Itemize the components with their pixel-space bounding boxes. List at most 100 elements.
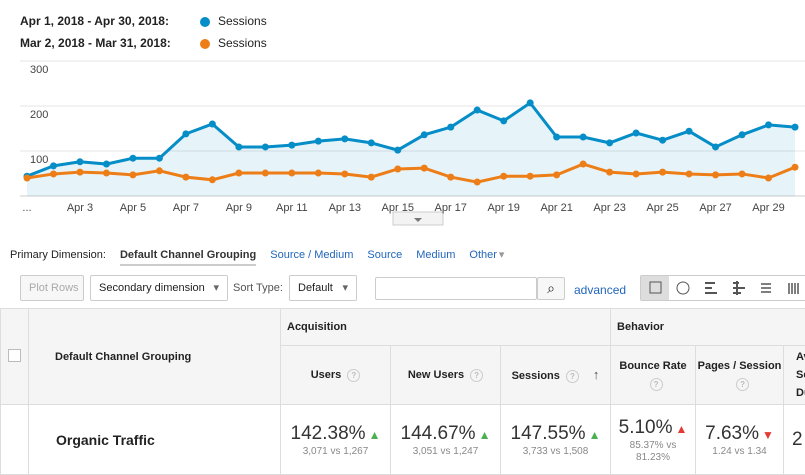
column-header[interactable]: Pages / Session? [695,345,785,405]
row-name[interactable]: Organic Traffic [28,404,281,475]
point [447,123,455,131]
point [473,178,481,186]
legend-label: Sessions [218,14,267,28]
view-active [641,276,669,300]
point [500,117,508,125]
caret: ▾ [213,282,219,294]
change-arrow: ▲ [478,427,491,442]
dimension-header: Default Channel Grouping [28,308,281,405]
point [182,130,190,138]
legend-swatch [200,39,210,49]
dimension-label: Primary Dimension: [10,249,106,261]
point [606,168,614,176]
x-tick-label: Apr 13 [329,202,361,214]
data-table: Default Channel Grouping Acquisition Beh… [0,308,805,475]
help-icon: ? [649,378,663,391]
point [526,172,534,180]
icon [733,281,745,295]
x-tick-label: Apr 11 [276,202,308,214]
point [208,120,216,128]
point [738,131,746,139]
legend-swatch [200,17,210,27]
column-title: Users [310,369,342,381]
x-tick-label: Apr 23 [593,202,625,214]
point [765,121,773,129]
point [394,165,402,173]
caret: ▾ [342,282,348,294]
column-title: New Users [407,369,465,381]
column-header[interactable]: Avg. Session Duration [783,345,805,405]
column-header[interactable]: Users? [280,345,391,405]
point [791,123,799,131]
handle-arrow [414,218,422,222]
x-tick-label: Apr 25 [646,202,678,214]
point [765,174,773,182]
column-title: Bounce Rate [619,360,687,372]
column-title: Sessions [511,369,560,382]
point [394,146,402,154]
dimension-link[interactable]: Source [367,249,403,261]
metric-cell: 142.38% ▲ 3,071 vs 1,267 [280,404,391,475]
x-tick-label: ... [22,202,31,214]
plot-rows-button[interactable]: Plot Rows [20,275,84,301]
help-icon: ? [565,369,579,383]
dimension-link[interactable]: Medium [416,249,456,261]
select-all[interactable] [0,308,29,405]
group-header: Acquisition [279,308,612,346]
metric-cell: 144.67% ▲ 3,051 vs 1,247 [390,404,501,475]
metric-compare: 85.37% vs 81.23% [629,439,677,463]
metric-value: 147.55% [510,422,586,444]
sort-select[interactable]: Default ▾ [289,275,357,301]
metric-value: 142.38% [290,422,366,444]
column-header[interactable]: Bounce Rate? [610,345,697,405]
row-checkbox[interactable] [0,404,29,475]
advanced-link[interactable]: advanced [574,283,627,297]
dimension-link[interactable]: Source / Medium [270,249,354,261]
y-tick-label: 100 [30,154,48,166]
point [129,171,137,179]
point [76,158,84,166]
column-header[interactable]: Sessions? ↑ [499,345,612,405]
point [526,99,534,107]
column-header[interactable]: New Users? [390,345,501,405]
x-tick-label: Apr 15 [382,202,414,214]
secondary-dimension[interactable]: Secondary dimension ▾ [90,275,228,301]
change-arrow: ▲ [675,421,688,436]
point [447,173,455,181]
point [791,163,799,171]
point [712,171,720,179]
point [314,137,322,145]
x-tick-label: Apr 17 [435,202,467,214]
dimension-active[interactable]: Default Channel Grouping [119,249,257,266]
search-input[interactable] [375,277,537,300]
legend-range: Mar 2, 2018 - Mar 31, 2018: [20,36,171,50]
point [23,174,31,182]
chart: Apr 1, 2018 - Apr 30, 2018: Sessions Mar 2… [20,14,805,226]
view-icons [641,276,799,300]
point [208,176,216,184]
point [553,171,561,179]
point [659,168,667,176]
dimension-link[interactable]: Other [469,249,497,261]
point [579,133,587,141]
metric-value: 2 [792,428,803,450]
point [261,169,269,177]
x-tick-label: Apr 9 [226,202,252,214]
icon [705,282,717,294]
icon [761,283,771,293]
column-title: Avg. Session Duration [796,351,805,399]
view-switcher[interactable] [640,275,805,301]
point [473,106,481,114]
metric-value: 144.67% [400,422,476,444]
x-tick-label: Apr 21 [540,202,572,214]
metric-cell: 7.63% ▼ 1.24 vs 1.34 [695,404,785,475]
point [632,170,640,178]
search-button[interactable]: ⌕ [537,277,565,300]
metric-cell: 2 [783,404,805,475]
metric-value: 7.63% [705,422,759,444]
help-icon: ? [347,369,361,382]
series-line [26,100,796,178]
point [738,170,746,178]
point [685,170,693,178]
group-header: Behavior [610,308,805,346]
